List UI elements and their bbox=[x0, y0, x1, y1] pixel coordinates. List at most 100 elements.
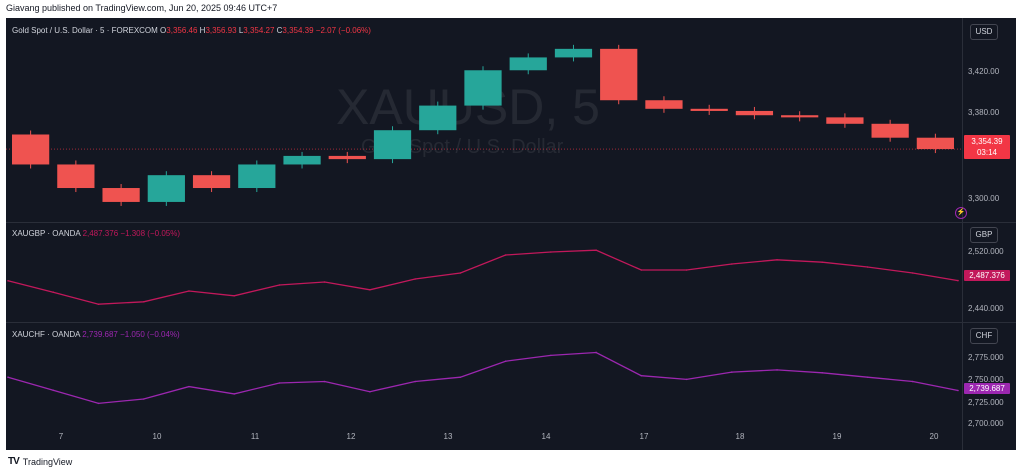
ohlc-l-label: L bbox=[238, 26, 244, 35]
xaugbp-point bbox=[957, 279, 959, 282]
time-tick: 12 bbox=[346, 432, 356, 441]
xauchf-point bbox=[731, 371, 733, 373]
chart-svg bbox=[6, 44, 962, 405]
xauchf-point bbox=[369, 390, 371, 393]
time-tick: 10 bbox=[152, 432, 162, 441]
candle-body bbox=[645, 100, 683, 109]
xauchf-point bbox=[414, 380, 416, 383]
time-tick: 20 bbox=[929, 432, 939, 441]
price-tick: 2,700.000 bbox=[968, 419, 1004, 428]
xaugbp-point bbox=[278, 284, 281, 286]
xauchf-point bbox=[278, 382, 281, 384]
xaugbp-point bbox=[504, 254, 507, 256]
footer-branding[interactable]: TV TradingView bbox=[8, 456, 72, 467]
candle-body bbox=[373, 130, 412, 160]
xauchf-point bbox=[957, 389, 959, 392]
pane2-symbol[interactable]: XAUGBP · OANDA bbox=[12, 229, 81, 238]
candle-body bbox=[419, 105, 457, 131]
time-tick: 17 bbox=[639, 432, 649, 441]
candle-body bbox=[147, 175, 185, 202]
ohlc-open: 3,356.46 bbox=[166, 26, 198, 35]
xauchf-point bbox=[504, 360, 507, 362]
xauchf-point bbox=[866, 376, 869, 378]
pane2-value: 2,487.376 bbox=[82, 229, 119, 238]
xaugbp-point bbox=[459, 272, 462, 274]
xaugbp-point bbox=[595, 249, 597, 251]
candle-body bbox=[781, 115, 819, 118]
price-tick: 2,520.000 bbox=[968, 247, 1004, 256]
xauchf-point bbox=[97, 402, 100, 405]
pane3-change: −1.050 (−0.04%) bbox=[120, 330, 180, 339]
candle-body bbox=[509, 57, 547, 71]
price-tick: 2,440.000 bbox=[968, 304, 1004, 313]
candle-body bbox=[464, 70, 502, 106]
xaugbp-point bbox=[97, 303, 100, 306]
xauchf-point bbox=[188, 385, 190, 388]
pane2-legend: XAUGBP · OANDA 2,487.376 −1.308 (−0.05%) bbox=[12, 229, 180, 238]
last-price-label-usd: 3,354.39 03:14 bbox=[964, 135, 1010, 159]
candle-body bbox=[192, 175, 231, 189]
xaugbp-point bbox=[188, 290, 190, 292]
ohlc-h-label: H bbox=[199, 26, 206, 35]
alert-flash-icon[interactable]: ⚡ bbox=[955, 207, 967, 219]
price-tick: 3,380.00 bbox=[968, 108, 1000, 117]
xaugbp-point bbox=[323, 281, 326, 283]
time-tick: 13 bbox=[443, 432, 453, 441]
xauchf-point bbox=[323, 380, 326, 383]
candle-body bbox=[238, 164, 276, 189]
currency-button-chf[interactable]: CHF bbox=[970, 328, 998, 344]
pane3-legend: XAUCHF · OANDA 2,739.687 −1.050 (−0.04%) bbox=[12, 330, 180, 339]
xaugbp-point bbox=[369, 289, 371, 291]
xauchf-point bbox=[142, 398, 145, 400]
ohlc-change: −2.07 (−0.06%) bbox=[315, 26, 371, 35]
bar-countdown: 03:14 bbox=[976, 148, 998, 157]
candle-body bbox=[328, 155, 366, 160]
watermark-name: Gold Spot / U.S. Dollar bbox=[361, 136, 564, 158]
price-tick: 2,725.000 bbox=[968, 398, 1004, 407]
ohlc-c-label: C bbox=[276, 26, 283, 35]
last-price-label-gbp: 2,487.376 bbox=[964, 270, 1010, 281]
time-tick: 11 bbox=[250, 432, 260, 441]
time-tick: 14 bbox=[541, 432, 551, 441]
currency-button-usd[interactable]: USD bbox=[970, 24, 998, 40]
xauchf-series-line bbox=[7, 351, 959, 405]
tradingview-brand: TradingView bbox=[22, 456, 73, 467]
xaugbp-point bbox=[52, 291, 55, 294]
xaugbp-point bbox=[866, 266, 869, 268]
pane-separator-1[interactable] bbox=[6, 222, 1016, 223]
chart-frame[interactable]: XAUUSD, 5 Gold Spot / U.S. Dollar Gold S… bbox=[6, 18, 1016, 450]
price-tick: 3,300.00 bbox=[968, 194, 1000, 203]
price-tick: 3,420.00 bbox=[968, 67, 1000, 76]
candle-body bbox=[57, 164, 95, 189]
xaugbp-point bbox=[233, 295, 235, 297]
xaugbp-point bbox=[685, 269, 688, 271]
pane-separator-2[interactable] bbox=[6, 322, 1016, 323]
xauchf-point bbox=[550, 354, 552, 357]
pane3-value: 2,739.687 bbox=[82, 330, 118, 339]
candle-body bbox=[102, 188, 140, 202]
ohlc-close: 3,354.39 bbox=[282, 26, 314, 35]
last-price-label-chf: 2,739.687 bbox=[964, 383, 1010, 394]
time-tick: 7 bbox=[58, 432, 64, 441]
ohlc-o-label: O bbox=[160, 26, 167, 35]
pane1-symbol[interactable]: Gold Spot / U.S. Dollar · 5 · FOREXCOM bbox=[12, 26, 158, 35]
candle-body bbox=[871, 123, 909, 138]
time-tick: 18 bbox=[735, 432, 745, 441]
candle-body bbox=[916, 137, 954, 150]
pane1-legend: Gold Spot / U.S. Dollar · 5 · FOREXCOM O… bbox=[12, 26, 371, 35]
xauchf-point bbox=[685, 378, 688, 381]
pane2-change: −1.308 (−0.05%) bbox=[120, 229, 180, 238]
ohlc-high: 3,356.93 bbox=[205, 26, 237, 35]
price-tick: 2,750.000 bbox=[968, 375, 1004, 384]
time-tick: 19 bbox=[832, 432, 842, 441]
publisher-header: Giavang published on TradingView.com, Ju… bbox=[6, 3, 278, 13]
tradingview-logo-icon: TV bbox=[8, 456, 20, 467]
currency-button-gbp[interactable]: GBP bbox=[970, 227, 998, 243]
candle-body bbox=[12, 134, 50, 165]
xauchf-point bbox=[776, 369, 778, 371]
ohlc-low: 3,354.27 bbox=[243, 26, 275, 35]
price-tick: 2,775.000 bbox=[968, 353, 1004, 362]
pane3-symbol[interactable]: XAUCHF · OANDA bbox=[12, 330, 81, 339]
xaugbp-point bbox=[414, 278, 416, 280]
xaugbp-point bbox=[550, 251, 552, 253]
